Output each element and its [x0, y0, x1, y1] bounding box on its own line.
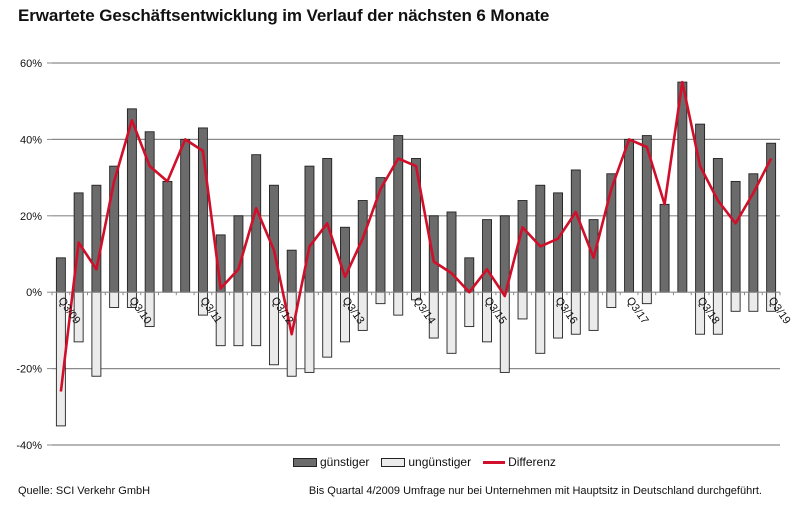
bar-unguenstiger [322, 291, 333, 358]
bar-unguenstiger [464, 291, 475, 328]
bar-guenstiger [304, 165, 315, 293]
bar-unguenstiger [588, 291, 599, 331]
bar-unguenstiger [251, 291, 262, 347]
y-tick-label: 40% [20, 134, 42, 146]
y-tick-label: -20% [16, 364, 42, 376]
bar-unguenstiger [606, 291, 617, 308]
bar-guenstiger [517, 200, 528, 293]
bar-guenstiger [428, 215, 439, 293]
bar-unguenstiger [748, 291, 759, 312]
bar-unguenstiger [393, 291, 404, 316]
legend-swatch-unguenstiger [381, 457, 406, 467]
legend-swatch-guenstiger [293, 457, 317, 467]
bar-unguenstiger [91, 291, 102, 377]
bar-unguenstiger [446, 291, 457, 354]
bar-unguenstiger [499, 291, 510, 373]
footnote: Bis Quartal 4/2009 Umfrage nur bei Unter… [308, 485, 762, 497]
bar-guenstiger [446, 211, 457, 293]
bar-guenstiger [55, 257, 66, 293]
bar-guenstiger [126, 108, 137, 293]
bar-guenstiger [340, 226, 350, 293]
y-tick-label: 0% [26, 287, 42, 299]
bar-unguenstiger [730, 291, 741, 312]
legend-label-differenz: Differenz [508, 455, 556, 469]
legend-item-guenstiger: günstiger [293, 455, 369, 469]
bar-guenstiger [269, 184, 279, 293]
chart-title: Erwartete Geschäftsentwicklung im Verlau… [18, 6, 550, 25]
bar-unguenstiger [535, 291, 546, 354]
bar-guenstiger [91, 184, 102, 293]
bar-guenstiger [712, 158, 723, 293]
bar-unguenstiger [517, 291, 528, 320]
bar-unguenstiger [304, 291, 315, 373]
bar-guenstiger [162, 180, 173, 293]
bar-guenstiger [624, 138, 635, 293]
bar-guenstiger [286, 249, 297, 293]
bar-guenstiger [482, 219, 492, 293]
bar-unguenstiger [109, 291, 120, 308]
y-tick-label: 60% [20, 58, 42, 70]
bar-guenstiger [659, 203, 670, 293]
bar-guenstiger [570, 169, 581, 293]
bar-unguenstiger [375, 291, 386, 305]
legend-item-differenz: Differenz [483, 455, 556, 469]
source-note: Quelle: SCI Verkehr GmbH [18, 485, 151, 497]
bar-guenstiger [180, 138, 191, 293]
bar-guenstiger [553, 192, 563, 293]
bar-unguenstiger [233, 291, 244, 347]
bar-unguenstiger [641, 291, 652, 305]
legend-label-guenstiger: günstiger [320, 455, 370, 469]
y-tick-label: -40% [16, 440, 42, 452]
legend-swatch-differenz [483, 460, 506, 464]
legend: günstiger ungünstiger Differenz [293, 455, 568, 469]
bar-guenstiger [677, 81, 688, 293]
y-tick-label: 20% [20, 211, 42, 223]
legend-label-unguenstiger: ungünstiger [408, 455, 472, 469]
bar-guenstiger [730, 180, 741, 293]
legend-item-unguenstiger: ungünstiger [381, 455, 471, 469]
bar-guenstiger [535, 184, 546, 293]
